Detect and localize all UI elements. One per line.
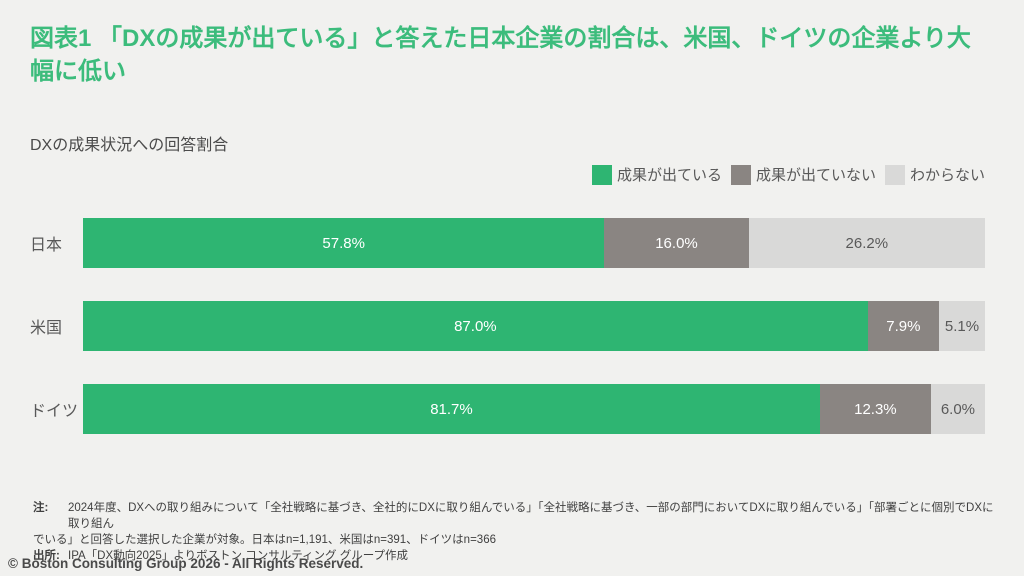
legend-swatch-light-gray-icon <box>884 164 905 185</box>
legend-swatch-dark-gray-icon <box>730 164 751 185</box>
bar-segment: 81.7% <box>83 384 820 434</box>
stacked-bar: 87.0% 7.9% 5.1% <box>83 301 985 351</box>
chart-subtitle: DXの成果状況への回答割合 <box>30 137 229 154</box>
note-label: 注: <box>33 502 49 514</box>
note-text-2: でいる」と回答した選択した企業が対象。日本はn=1,191、米国はn=391、ド… <box>33 534 496 546</box>
legend-item-dont-know: わからない <box>884 164 985 185</box>
bar-segment: 5.1% <box>938 301 985 351</box>
legend-label: わからない <box>909 167 985 184</box>
chart-row: ドイツ 81.7% 12.3% 6.0% <box>30 384 985 434</box>
legend-item-results-achieved: 成果が出ている <box>591 164 722 185</box>
legend-item-no-results: 成果が出ていない <box>730 164 876 185</box>
source-text: IPA「DX動向2025」よりボストン コンサルティング グループ作成 <box>68 550 409 562</box>
copyright-footer: © Boston Consulting Group 2026 - All Rig… <box>8 556 364 571</box>
bar-segment: 57.8% <box>83 218 605 268</box>
source-line: 出所: IPA「DX動向2025」よりボストン コンサルティング グループ作成 <box>33 548 996 564</box>
bar-segment: 6.0% <box>930 384 985 434</box>
stacked-bar: 57.8% 16.0% 26.2% <box>83 218 985 268</box>
page-title: 図表1 「DXの成果が出ている」と答えた日本企業の割合は、米国、ドイツの企業より… <box>30 25 971 85</box>
legend-label: 成果が出ている <box>616 167 722 184</box>
stacked-bar-chart: 日本 57.8% 16.0% 26.2% 米国 87.0% 7.9% 5.1% ドイツ 81.7%… <box>30 218 985 467</box>
bar-segment: 26.2% <box>748 218 985 268</box>
category-label: 米国 <box>30 320 63 337</box>
stacked-bar: 81.7% 12.3% 6.0% <box>83 384 985 434</box>
legend-label: 成果が出ていない <box>755 167 876 184</box>
note-line-1: 注: 2024年度、DXへの取り組みについて「全社戦略に基づき、全社的にDXに取… <box>33 500 996 532</box>
legend: 成果が出ている 成果が出ていない わからない <box>591 164 985 185</box>
bar-segment: 12.3% <box>819 384 931 434</box>
chart-row: 米国 87.0% 7.9% 5.1% <box>30 301 985 351</box>
category-label: 日本 <box>30 237 63 254</box>
chart-row: 日本 57.8% 16.0% 26.2% <box>30 218 985 268</box>
bar-segment: 16.0% <box>604 218 749 268</box>
note-text-1: 2024年度、DXへの取り組みについて「全社戦略に基づき、全社的にDXに取り組ん… <box>68 502 994 530</box>
category-label: ドイツ <box>30 403 79 420</box>
bar-segment: 7.9% <box>867 301 939 351</box>
bar-segment: 87.0% <box>83 301 868 351</box>
legend-swatch-green-icon <box>591 164 612 185</box>
source-label: 出所: <box>33 550 60 562</box>
footnotes: 注: 2024年度、DXへの取り組みについて「全社戦略に基づき、全社的にDXに取… <box>33 500 996 564</box>
